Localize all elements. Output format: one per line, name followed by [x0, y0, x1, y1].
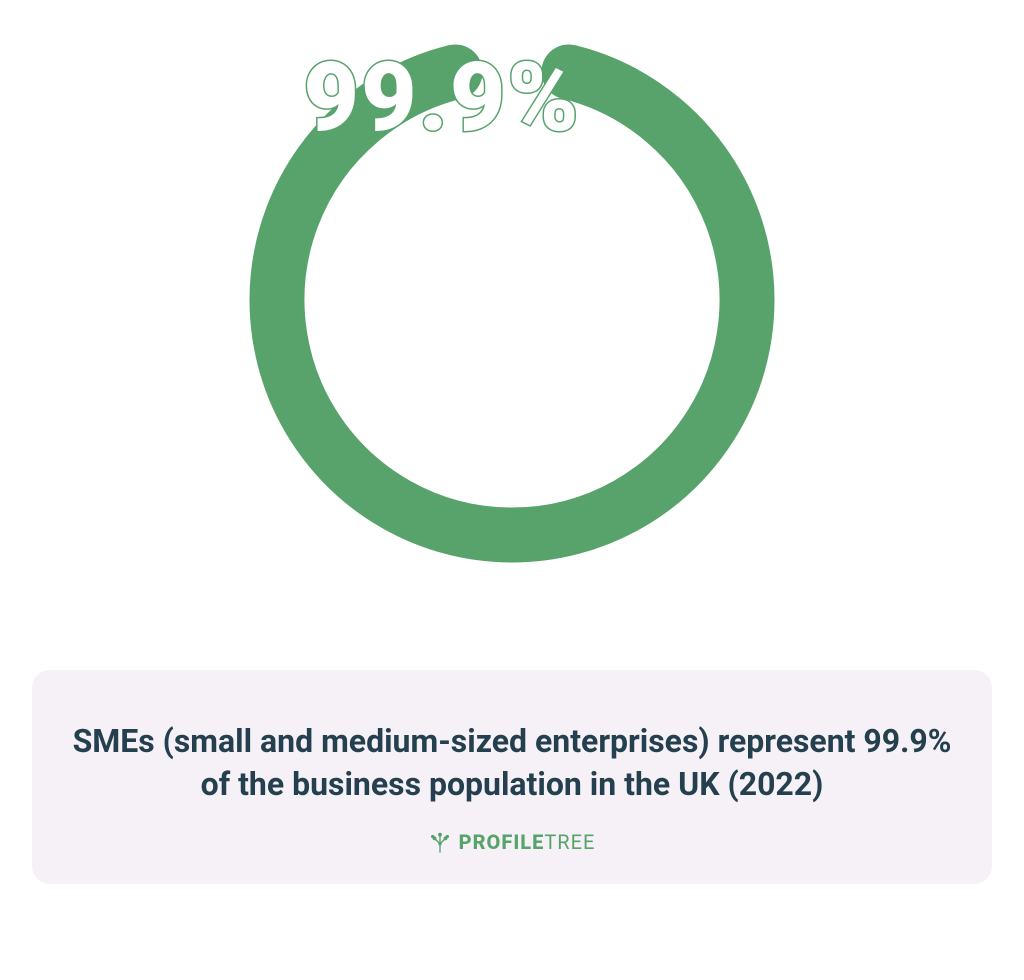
tree-icon — [429, 831, 451, 853]
donut-chart: 99.9% — [232, 20, 792, 580]
description-box: SMEs (small and medium-sized enterprises… — [32, 670, 992, 884]
donut-svg — [232, 20, 792, 580]
brand-name-bold: PROFILE — [459, 830, 545, 854]
infographic: 99.9% SMEs (small and medium-sized enter… — [0, 0, 1024, 980]
brand: PROFILETREE — [72, 830, 952, 854]
brand-name: PROFILETREE — [459, 830, 596, 854]
description-text: SMEs (small and medium-sized enterprises… — [72, 720, 952, 806]
brand-name-light: TREE — [544, 830, 595, 854]
